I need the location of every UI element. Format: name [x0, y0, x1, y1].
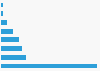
Bar: [1, 46, 22, 51]
Bar: [1, 20, 6, 25]
Bar: [1, 64, 97, 68]
Bar: [1, 29, 13, 34]
Bar: [1, 55, 26, 60]
Bar: [1, 37, 18, 42]
Bar: [1, 11, 3, 16]
Bar: [1, 3, 3, 7]
